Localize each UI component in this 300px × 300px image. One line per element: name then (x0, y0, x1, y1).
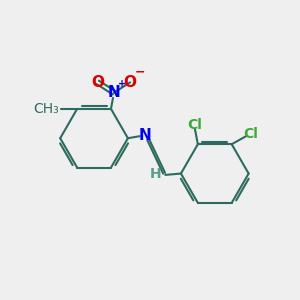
Text: N: N (139, 128, 152, 143)
Text: +: + (118, 79, 126, 89)
Text: Cl: Cl (243, 127, 258, 141)
Text: Cl: Cl (188, 118, 202, 131)
Text: N: N (108, 85, 120, 100)
Text: O: O (91, 75, 104, 90)
Text: O: O (124, 75, 136, 90)
Text: CH₃: CH₃ (33, 102, 58, 116)
Text: H: H (150, 167, 161, 181)
Text: −: − (134, 66, 145, 79)
